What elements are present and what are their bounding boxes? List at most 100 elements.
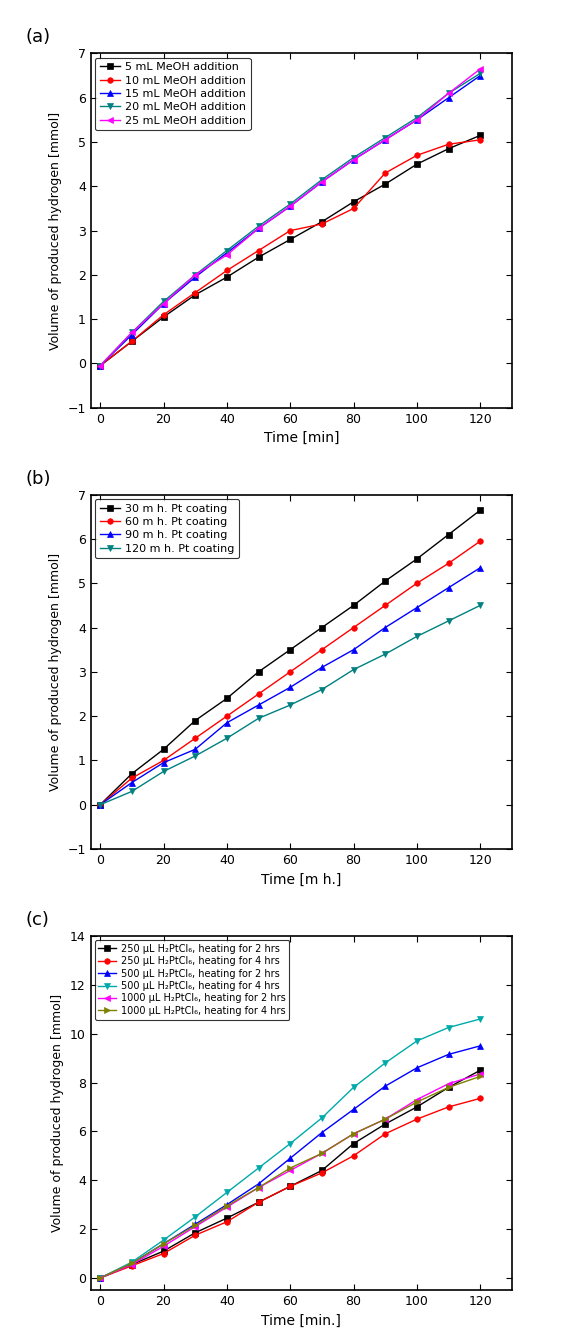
60 m h. Pt coating [445,555,452,571]
20 mL MeOH addition [128,325,135,341]
1000 μL H₂PtCl₆, heating for 2 hrs [318,1146,325,1162]
15 mL MeOH addition [192,269,199,285]
15 mL MeOH addition [445,90,452,106]
120 m h. Pt coating [381,646,388,662]
5 mL MeOH addition [477,127,484,143]
Line: 120 m h. Pt coating: 120 m h. Pt coating [97,603,483,808]
250 μL H₂PtCl₆, heating for 4 hrs [381,1126,388,1142]
5 mL MeOH addition [414,156,421,172]
250 μL H₂PtCl₆, heating for 2 hrs [97,1270,104,1286]
20 mL MeOH addition [414,110,421,126]
15 mL MeOH addition [287,198,294,214]
90 m h. Pt coating [160,754,167,770]
10 mL MeOH addition [477,132,484,148]
1000 μL H₂PtCl₆, heating for 2 hrs [255,1179,262,1195]
10 mL MeOH addition [128,333,135,349]
60 m h. Pt coating [192,730,199,746]
500 μL H₂PtCl₆, heating for 2 hrs [192,1217,199,1233]
1000 μL H₂PtCl₆, heating for 4 hrs [160,1235,167,1251]
30 m h. Pt coating [287,642,294,658]
20 mL MeOH addition [97,358,104,374]
250 μL H₂PtCl₆, heating for 4 hrs [223,1214,230,1230]
250 μL H₂PtCl₆, heating for 4 hrs [160,1246,167,1262]
25 mL MeOH addition [381,132,388,148]
15 mL MeOH addition [128,326,135,342]
120 m h. Pt coating [350,662,357,678]
90 m h. Pt coating [477,560,484,576]
15 mL MeOH addition [477,68,484,84]
250 μL H₂PtCl₆, heating for 2 hrs [192,1225,199,1241]
250 μL H₂PtCl₆, heating for 2 hrs [287,1178,294,1194]
Legend: 30 m h. Pt coating, 60 m h. Pt coating, 90 m h. Pt coating, 120 m h. Pt coating: 30 m h. Pt coating, 60 m h. Pt coating, … [95,499,239,558]
90 m h. Pt coating [192,741,199,757]
10 mL MeOH addition [414,147,421,163]
Legend: 250 μL H₂PtCl₆, heating for 2 hrs, 250 μL H₂PtCl₆, heating for 4 hrs, 500 μL H₂P: 250 μL H₂PtCl₆, heating for 2 hrs, 250 μ… [95,940,290,1020]
1000 μL H₂PtCl₆, heating for 2 hrs [350,1126,357,1142]
25 mL MeOH addition [414,112,421,128]
500 μL H₂PtCl₆, heating for 4 hrs [192,1209,199,1225]
10 mL MeOH addition [381,164,388,180]
20 mL MeOH addition [350,150,357,166]
250 μL H₂PtCl₆, heating for 2 hrs [445,1079,452,1095]
1000 μL H₂PtCl₆, heating for 2 hrs [381,1111,388,1127]
25 mL MeOH addition [192,267,199,283]
10 mL MeOH addition [160,306,167,322]
60 m h. Pt coating [381,598,388,614]
Line: 500 μL H₂PtCl₆, heating for 2 hrs: 500 μL H₂PtCl₆, heating for 2 hrs [97,1043,483,1281]
Line: 60 m h. Pt coating: 60 m h. Pt coating [97,539,483,808]
90 m h. Pt coating [350,642,357,658]
30 m h. Pt coating [318,619,325,635]
60 m h. Pt coating [287,664,294,679]
500 μL H₂PtCl₆, heating for 2 hrs [318,1124,325,1140]
500 μL H₂PtCl₆, heating for 4 hrs [318,1110,325,1126]
90 m h. Pt coating [414,599,421,615]
Line: 25 mL MeOH addition: 25 mL MeOH addition [97,67,483,369]
250 μL H₂PtCl₆, heating for 4 hrs [192,1227,199,1243]
1000 μL H₂PtCl₆, heating for 4 hrs [477,1068,484,1084]
Y-axis label: Volume of produced hydrogen [mmol]: Volume of produced hydrogen [mmol] [49,552,62,792]
60 m h. Pt coating [223,709,230,725]
15 mL MeOH addition [414,112,421,128]
15 mL MeOH addition [97,358,104,374]
20 mL MeOH addition [223,242,230,258]
Legend: 5 mL MeOH addition, 10 mL MeOH addition, 15 mL MeOH addition, 20 mL MeOH additio: 5 mL MeOH addition, 10 mL MeOH addition,… [95,57,250,130]
20 mL MeOH addition [255,218,262,234]
Line: 90 m h. Pt coating: 90 m h. Pt coating [97,566,483,808]
250 μL H₂PtCl₆, heating for 2 hrs [381,1116,388,1132]
5 mL MeOH addition [223,269,230,285]
5 mL MeOH addition [445,140,452,156]
10 mL MeOH addition [97,358,104,374]
15 mL MeOH addition [160,295,167,312]
Y-axis label: Volume of produced hydrogen [mmol]: Volume of produced hydrogen [mmol] [49,111,62,350]
1000 μL H₂PtCl₆, heating for 4 hrs [128,1255,135,1271]
500 μL H₂PtCl₆, heating for 2 hrs [381,1078,388,1094]
20 mL MeOH addition [318,171,325,187]
500 μL H₂PtCl₆, heating for 4 hrs [350,1079,357,1095]
5 mL MeOH addition [318,214,325,230]
120 m h. Pt coating [223,730,230,746]
Line: 10 mL MeOH addition: 10 mL MeOH addition [97,138,483,369]
120 m h. Pt coating [287,697,294,713]
25 mL MeOH addition [287,198,294,214]
90 m h. Pt coating [381,619,388,635]
500 μL H₂PtCl₆, heating for 2 hrs [445,1047,452,1063]
30 m h. Pt coating [350,598,357,614]
250 μL H₂PtCl₆, heating for 2 hrs [223,1210,230,1226]
500 μL H₂PtCl₆, heating for 2 hrs [255,1177,262,1193]
60 m h. Pt coating [160,753,167,769]
500 μL H₂PtCl₆, heating for 2 hrs [350,1102,357,1118]
500 μL H₂PtCl₆, heating for 4 hrs [414,1034,421,1050]
500 μL H₂PtCl₆, heating for 2 hrs [287,1150,294,1166]
20 mL MeOH addition [287,197,294,213]
90 m h. Pt coating [445,580,452,596]
1000 μL H₂PtCl₆, heating for 2 hrs [445,1076,452,1092]
Line: 20 mL MeOH addition: 20 mL MeOH addition [97,71,483,369]
120 m h. Pt coating [128,783,135,800]
1000 μL H₂PtCl₆, heating for 4 hrs [287,1161,294,1177]
15 mL MeOH addition [350,152,357,168]
500 μL H₂PtCl₆, heating for 2 hrs [477,1038,484,1054]
10 mL MeOH addition [350,201,357,217]
250 μL H₂PtCl₆, heating for 4 hrs [128,1258,135,1274]
120 m h. Pt coating [414,628,421,644]
Line: 1000 μL H₂PtCl₆, heating for 2 hrs: 1000 μL H₂PtCl₆, heating for 2 hrs [97,1071,483,1281]
